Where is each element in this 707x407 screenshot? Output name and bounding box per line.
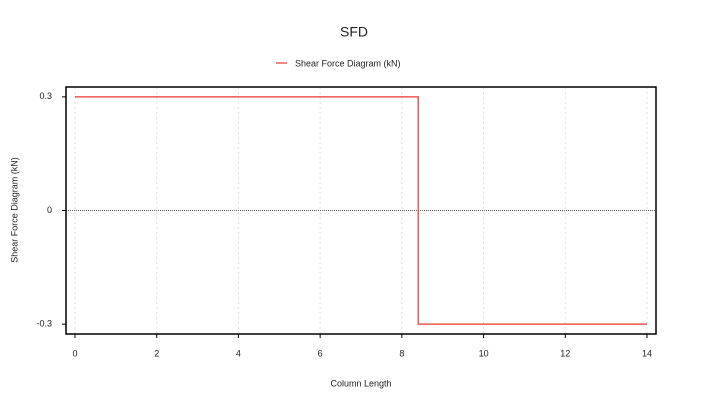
x-tick-label: 10 bbox=[479, 348, 489, 358]
x-tick-label: 4 bbox=[236, 348, 241, 358]
legend-label: Shear Force Diagram (kN) bbox=[295, 58, 401, 68]
y-tick-label: -0.3 bbox=[36, 319, 52, 329]
x-tick-label: 8 bbox=[399, 348, 404, 358]
y-axis-label: Shear Force Diagram (kN) bbox=[9, 157, 19, 263]
x-tick-label: 2 bbox=[154, 348, 159, 358]
y-tick-label: 0.3 bbox=[39, 91, 52, 101]
chart-title: SFD bbox=[340, 24, 368, 40]
data-line bbox=[74, 96, 648, 325]
x-tick-label: 14 bbox=[642, 348, 652, 358]
x-tick-label: 6 bbox=[318, 348, 323, 358]
x-tick-label: 12 bbox=[560, 348, 570, 358]
x-tick-label: 0 bbox=[72, 348, 77, 358]
x-axis-label: Column Length bbox=[330, 378, 391, 388]
y-tick-label: 0 bbox=[47, 205, 52, 215]
plot-frame bbox=[65, 86, 657, 335]
